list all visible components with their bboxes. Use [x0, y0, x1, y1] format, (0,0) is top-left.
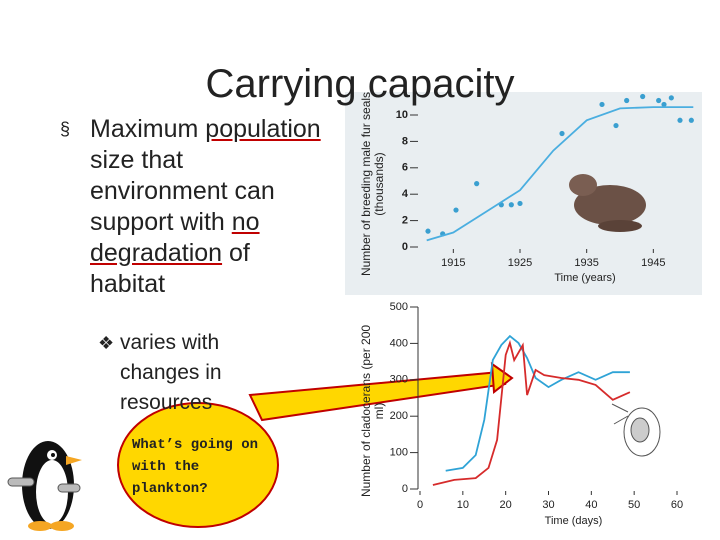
- x-tick-label: 1915: [441, 257, 465, 269]
- slide-title: Carrying capacity: [205, 62, 515, 106]
- callout-text: What’s going on with the plankton?: [132, 437, 259, 497]
- data-point: [517, 200, 523, 207]
- data-line: [426, 106, 694, 242]
- sub-bullet-text: varies with changes in resources: [120, 331, 222, 414]
- bullet-part: population: [205, 115, 321, 143]
- x-tick-label: 10: [457, 499, 469, 511]
- data-point: [508, 202, 514, 208]
- data-point: [624, 97, 630, 104]
- data-point: [474, 181, 480, 187]
- callout-bubble: [117, 402, 279, 528]
- x-tick-label: 50: [628, 499, 640, 511]
- data-point: [559, 130, 565, 137]
- y-tick-label: 100: [390, 447, 408, 459]
- data-point: [677, 117, 683, 123]
- x-tick-label: 1925: [508, 257, 532, 269]
- chart-background: [345, 92, 702, 295]
- x-tick-label: 0: [417, 499, 423, 511]
- data-point: [668, 95, 674, 101]
- bullet: § Maximum population size that environmen…: [60, 114, 325, 300]
- cladoceran-icon: [611, 403, 661, 457]
- data-line: [432, 339, 631, 486]
- penguin-icon: [7, 441, 82, 531]
- y-tick-label: 500: [390, 301, 408, 313]
- bullet-part: no degradation: [90, 208, 260, 267]
- x-tick-label: 60: [671, 499, 683, 511]
- y-tick-label: 200: [390, 410, 408, 422]
- data-point: [453, 207, 459, 213]
- data-point: [656, 97, 662, 104]
- seal-icon: [569, 174, 646, 232]
- bullet-part: Maximum: [90, 115, 206, 143]
- y-tick-label: 0: [402, 483, 408, 495]
- y-tick-label: 10: [396, 109, 408, 121]
- bullet-part: size that environment can support with: [90, 146, 275, 236]
- sub-bullet: ❖ varies with changes in resources: [98, 328, 268, 418]
- y-tick-label: 2: [402, 215, 408, 227]
- x-tick-label: 1945: [641, 257, 665, 269]
- y-tick-label: 400: [390, 337, 408, 349]
- y-tick-label: 0: [402, 241, 408, 253]
- bullet-text: Maximum population size that environment…: [90, 114, 325, 300]
- x-tick-label: 1935: [574, 257, 598, 269]
- data-point: [599, 101, 605, 108]
- y-tick-label: 300: [390, 374, 408, 386]
- data-point: [640, 93, 646, 100]
- y-tick-label: 6: [402, 162, 408, 174]
- x-tick-label: 20: [500, 499, 512, 511]
- x-tick-label: 40: [585, 499, 597, 511]
- y-axis-label: Number of cladocerans (per 200 ml): [359, 324, 386, 498]
- bullet-part: of habitat: [90, 239, 250, 298]
- x-tick-label: 30: [542, 499, 554, 511]
- data-point: [661, 101, 667, 108]
- data-point: [425, 228, 431, 234]
- y-tick-label: 8: [402, 135, 408, 147]
- x-axis-label: Time (days): [545, 515, 603, 527]
- y-tick-label: 4: [402, 188, 409, 200]
- y-axis-label: Number of breeding male fur seals (thous…: [359, 91, 386, 277]
- data-point: [688, 117, 694, 123]
- data-point: [613, 122, 619, 129]
- x-axis-label: Time (years): [554, 272, 615, 284]
- chart-background: [345, 295, 702, 535]
